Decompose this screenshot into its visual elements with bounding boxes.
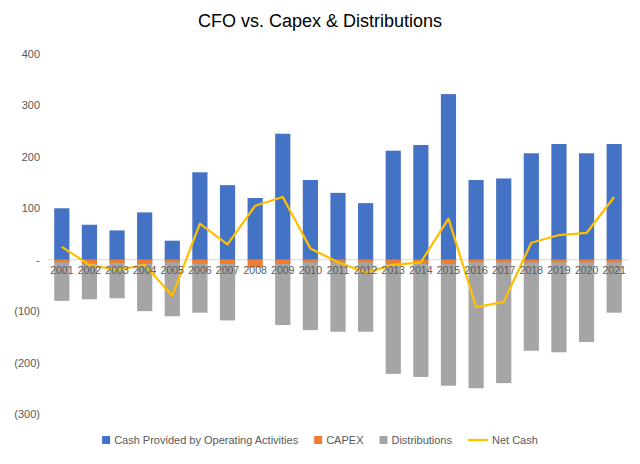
bar — [469, 180, 484, 260]
plot-marks — [54, 94, 622, 388]
bar — [496, 178, 511, 259]
x-tick-label: 2008 — [243, 264, 267, 276]
bar — [192, 172, 207, 259]
x-tick-label: 2002 — [78, 264, 102, 276]
legend-label: Distributions — [391, 434, 452, 446]
bar — [441, 260, 456, 386]
x-tick-label: 2017 — [492, 264, 516, 276]
x-tick-label: 2005 — [161, 264, 185, 276]
bar — [358, 260, 373, 263]
bar — [551, 260, 566, 263]
bar — [496, 260, 511, 263]
legend-label: CAPEX — [326, 434, 364, 446]
bar — [469, 260, 484, 389]
x-tick-label: 2014 — [409, 264, 433, 276]
line — [62, 197, 614, 307]
chart-title: CFO vs. Capex & Distributions — [198, 11, 442, 31]
x-tick-label: 2004 — [133, 264, 157, 276]
bar — [165, 241, 180, 260]
bar — [220, 185, 235, 260]
bar — [386, 151, 401, 260]
x-tick-label: 2006 — [188, 264, 212, 276]
x-tick-label: 2010 — [299, 264, 323, 276]
x-tick-label: 2019 — [547, 264, 571, 276]
x-tick-label: 2003 — [105, 264, 129, 276]
bar — [109, 230, 124, 259]
x-tick-label: 2009 — [271, 264, 295, 276]
bar — [607, 260, 622, 263]
legend-swatch — [102, 436, 110, 444]
bar — [54, 208, 69, 259]
y-tick-label: (300) — [14, 408, 40, 420]
bar — [579, 260, 594, 263]
x-tick-label: 2007 — [216, 264, 240, 276]
background — [0, 0, 640, 464]
bar — [551, 144, 566, 260]
bar — [469, 260, 484, 263]
legend-swatch — [468, 439, 488, 441]
bar — [54, 260, 69, 263]
bar — [413, 260, 428, 377]
bar — [303, 260, 318, 263]
bar — [496, 260, 511, 383]
x-tick-label: 2018 — [520, 264, 544, 276]
legend-swatch — [314, 436, 322, 444]
bar — [413, 145, 428, 260]
x-tick-label: 2001 — [50, 264, 74, 276]
x-tick-label: 2021 — [603, 264, 627, 276]
x-tick-label: 2012 — [354, 264, 378, 276]
legend-label: Cash Provided by Operating Activities — [114, 434, 299, 446]
bar — [524, 260, 539, 263]
x-tick-label: 2011 — [327, 264, 350, 276]
x-tick-label: 2013 — [382, 264, 406, 276]
bar — [82, 225, 97, 260]
y-tick-label: 100 — [22, 202, 40, 214]
x-tick-label: 2016 — [464, 264, 488, 276]
bar — [607, 144, 622, 260]
y-tick-label: - — [36, 254, 40, 266]
bar — [358, 203, 373, 260]
y-tick-label: (200) — [14, 357, 40, 369]
y-tick-label: 200 — [22, 151, 40, 163]
bar — [137, 212, 152, 259]
y-tick-label: (100) — [14, 305, 40, 317]
y-tick-label: 300 — [22, 99, 40, 111]
bar — [386, 260, 401, 374]
bar — [579, 153, 594, 259]
legend-label: Net Cash — [492, 434, 538, 446]
chart: CFO vs. Capex & Distributions 400 300 200 10… — [0, 0, 640, 464]
bar — [109, 260, 124, 263]
y-tick-label: 400 — [22, 48, 40, 60]
x-tick-label: 2015 — [437, 264, 461, 276]
bar — [165, 260, 180, 263]
legend-swatch — [379, 436, 387, 444]
bar — [330, 193, 345, 260]
x-tick-label: 2020 — [575, 264, 599, 276]
legend: Cash Provided by Operating Activities CAP… — [102, 434, 538, 446]
